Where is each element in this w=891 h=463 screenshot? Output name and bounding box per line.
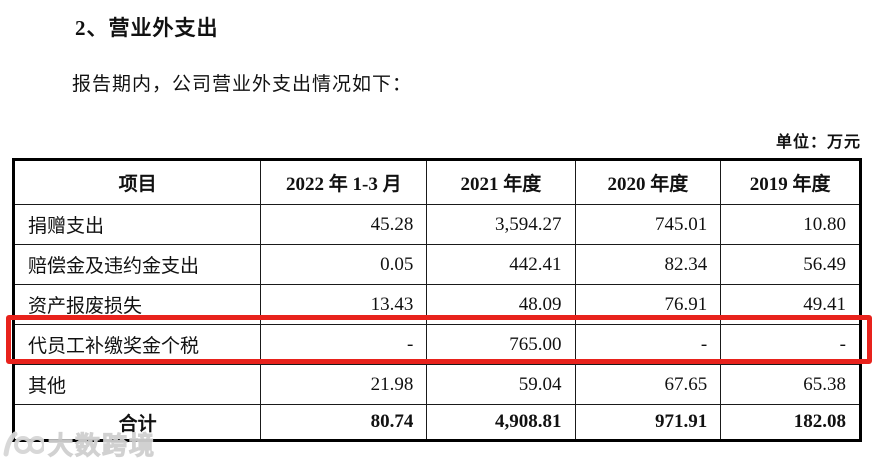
value-cell: 67.65 [574,364,722,405]
value-cell: 0.05 [260,244,428,285]
value-cell: 442.41 [426,244,576,285]
value-cell: 59.04 [426,364,576,405]
column-header: 项目 [12,159,262,205]
document-page: 2、营业外支出 报告期内，公司营业外支出情况如下： 单位：万元 项目 2022 年… [0,12,891,463]
table-row: 资产报废损失 13.43 48.09 76.91 49.41 [12,284,861,325]
watermark-text: 大数跨境 [47,432,157,461]
value-cell: 765.00 [426,324,576,365]
expense-table: 项目 2022 年 1-3 月 2021 年度 2020 年度 2019 年度 捐赠支出… [12,158,862,442]
value-cell: 745.01 [574,204,722,245]
unit-label: 单位：万元 [775,134,861,151]
value-cell: 13.43 [260,284,428,325]
intro-text: 报告期内，公司营业外支出情况如下： [72,74,413,95]
value-cell: 56.49 [720,244,861,285]
value-cell: 49.41 [720,284,861,325]
table-row: 代员工补缴奖金个税 -765.00- - [12,324,861,365]
value-cell: 10.80 [720,204,861,245]
column-header: 2019 年度 [720,159,861,205]
total-value-cell: 4,908.81 [426,404,576,441]
value-cell: 3,594.27 [426,204,576,245]
item-cell: 其他 [12,364,262,405]
column-header: 2020 年度 [574,159,722,205]
total-value-cell: 80.74 [260,404,428,441]
table-row: 捐赠支出 45.28 3,594.27 745.01 10.80 [12,204,861,245]
value-cell: 45.28 [260,204,428,245]
value-cell: 21.98 [260,364,428,405]
value-cell: 76.91 [574,284,722,325]
value-cell: 82.34 [574,244,722,285]
table-header-row: 项目 2022 年 1-3 月 2021 年度 2020 年度 2019 年度 [12,159,861,205]
total-value-cell: 182.08 [720,404,861,441]
watermark: 大数跨境 [2,426,156,462]
total-row: 合计 80.74 4,908.81 971.91 182.08 [12,404,861,441]
table-row: 其他 21.98 59.04 67.65 65.38 [12,364,861,405]
watermark-logo-icon [3,431,44,457]
value-cell: 65.38 [720,364,861,405]
value-cell: - [720,324,861,365]
column-header: 2021 年度 [426,159,576,205]
item-cell: 捐赠支出 [12,204,262,245]
total-label-cell: 合计 [12,404,262,441]
value-cell: - [260,324,428,365]
value-cell: 48.09 [426,284,576,325]
total-value-cell: 971.91 [574,404,722,441]
table-body: 捐赠支出 45.28 3,594.27 745.01 10.80 赔偿金及违约金支出 0.0… [12,204,861,441]
value-cell: - [574,324,722,365]
item-cell: 赔偿金及违约金支出 [12,244,262,285]
item-cell: 代员工补缴奖金个税 [12,324,262,365]
section-title: 2、营业外支出 [75,16,219,40]
table-row: 赔偿金及违约金支出 0.05 442.41 82.34 56.49 [12,244,861,285]
column-header: 2022 年 1-3 月 [260,159,428,205]
expense-table-wrapper: 项目 2022 年 1-3 月 2021 年度 2020 年度 2019 年度 捐赠支出… [6,158,872,442]
item-cell: 资产报废损失 [12,284,262,325]
